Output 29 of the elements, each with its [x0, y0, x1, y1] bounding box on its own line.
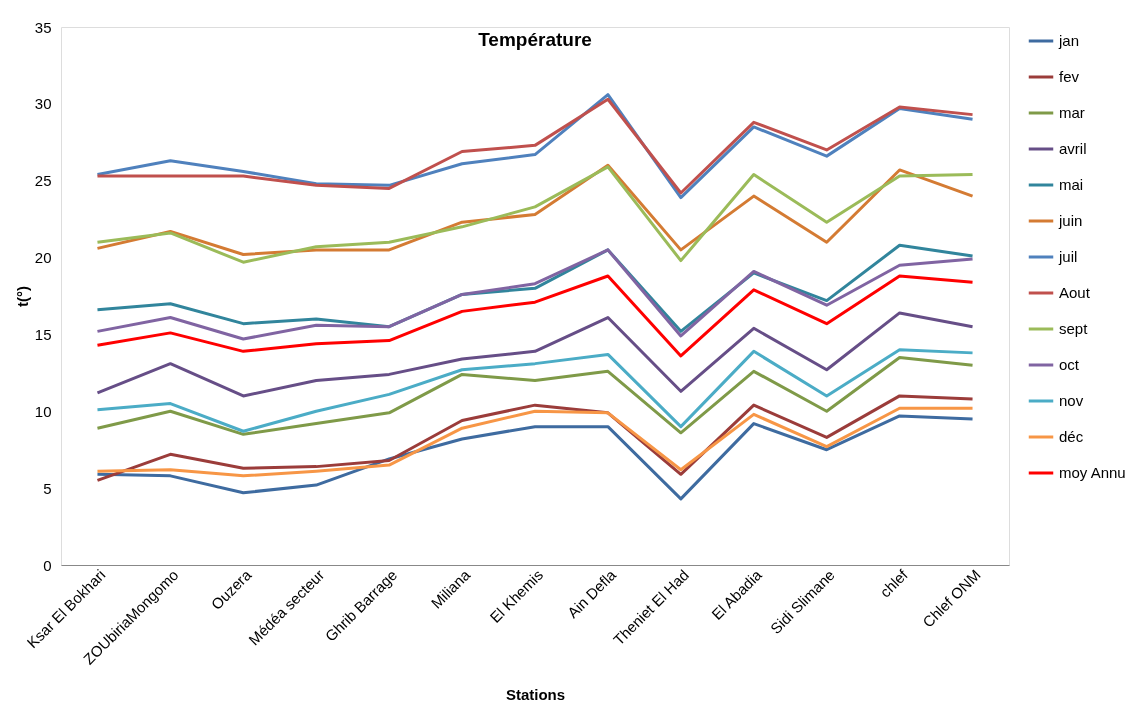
line-series	[95, 394, 975, 482]
line-series	[95, 311, 975, 398]
y-tick-label: 35	[34, 18, 52, 36]
legend-label: moy Annu	[1059, 464, 1126, 481]
legend-label: déc	[1059, 428, 1084, 445]
y-tick-label: 10	[34, 402, 52, 420]
legend-label: jan	[1058, 32, 1080, 49]
legend-label: sept	[1059, 320, 1089, 337]
y-tick-label: 25	[34, 172, 52, 190]
legend-label: fev	[1059, 68, 1080, 85]
legend-label: oct	[1059, 356, 1080, 373]
y-tick-label: 15	[34, 325, 52, 343]
chart-title: Température	[478, 29, 592, 50]
line-series	[95, 274, 975, 358]
x-axis-title: Stations	[505, 685, 566, 703]
y-tick-label: 30	[34, 95, 52, 113]
legend-label: avril	[1059, 140, 1087, 157]
legend-label: juil	[1058, 248, 1078, 265]
y-axis-title: t(°)	[13, 286, 31, 307]
y-tick-label: 0	[43, 556, 52, 574]
legend-label: nov	[1059, 392, 1084, 409]
legend-label: mai	[1059, 176, 1084, 193]
legend-label: juin	[1058, 212, 1083, 229]
line-series	[95, 414, 975, 501]
y-tick-label: 5	[43, 479, 52, 497]
y-tick-label: 20	[34, 249, 52, 267]
line-series	[95, 406, 975, 478]
legend-label: Aout	[1059, 284, 1091, 301]
legend-label: mar	[1059, 104, 1085, 121]
